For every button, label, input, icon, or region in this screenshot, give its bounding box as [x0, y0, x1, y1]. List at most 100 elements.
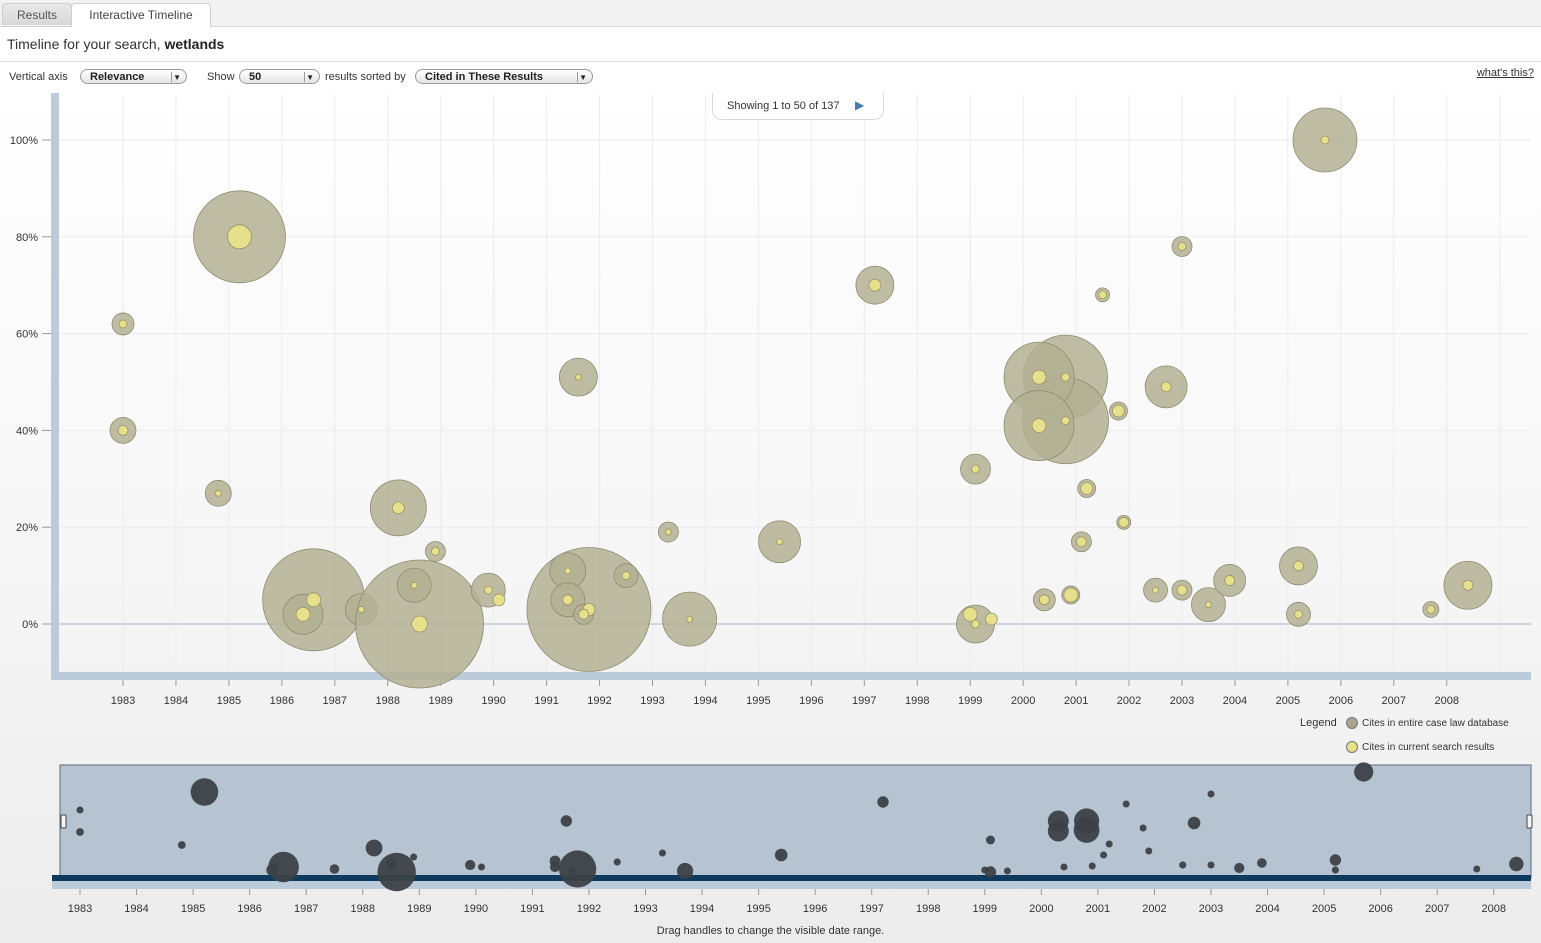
x-tick-label: 1992 — [587, 695, 611, 707]
overview-tick-label: 2000 — [1029, 903, 1053, 915]
case-bubble-inner[interactable] — [1320, 135, 1330, 145]
case-bubble-inner[interactable] — [564, 567, 572, 575]
y-axis-bar — [51, 93, 59, 676]
case-bubble-inner[interactable] — [1205, 601, 1212, 609]
case-bubble-inner[interactable] — [1160, 381, 1172, 393]
case-bubble-inner[interactable] — [664, 528, 672, 536]
overview-tick-label: 2003 — [1199, 903, 1223, 915]
case-bubble-inner[interactable] — [776, 538, 783, 546]
chevron-down-icon: ▼ — [579, 73, 587, 82]
case-bubble-inner[interactable] — [621, 571, 631, 580]
case-bubble-inner[interactable] — [1112, 404, 1125, 418]
y-tick-label: 20% — [16, 522, 38, 534]
tab-bar: Results Interactive Timeline — [0, 0, 1541, 27]
sort-select[interactable]: Cited in These Results ▼ — [415, 69, 593, 84]
case-bubble-inner[interactable] — [1038, 594, 1050, 606]
case-bubble-inner[interactable] — [1031, 418, 1047, 433]
overview-tick-label: 1983 — [68, 903, 92, 915]
case-bubble-inner[interactable] — [431, 547, 440, 556]
case-bubble-inner[interactable] — [1224, 575, 1236, 586]
overview-bubble — [465, 859, 476, 871]
x-tick-label: 1995 — [746, 695, 770, 707]
case-bubble-inner[interactable] — [1294, 609, 1303, 619]
case-bubble-inner[interactable] — [227, 224, 252, 250]
case-bubble-inner[interactable] — [118, 319, 128, 329]
case-bubble-inner[interactable] — [962, 606, 978, 622]
y-tick-label: 80% — [16, 232, 38, 244]
case-bubble-inner[interactable] — [578, 608, 590, 620]
overview-bubble — [877, 796, 889, 808]
title-prefix: Timeline for your search, — [7, 36, 165, 52]
case-bubble-inner[interactable] — [971, 464, 980, 474]
case-bubble-inner[interactable] — [410, 581, 418, 589]
case-bubble-inner[interactable] — [117, 424, 129, 436]
overview-bubble — [410, 853, 418, 861]
overview-bubble — [774, 848, 788, 862]
case-bubble-inner[interactable] — [483, 585, 493, 595]
case-bubble-inner[interactable] — [1177, 242, 1187, 251]
legend-title: Legend — [1300, 717, 1337, 729]
case-bubble-inner[interactable] — [1061, 416, 1070, 426]
case-bubble-inner[interactable] — [1063, 587, 1079, 603]
case-bubble-inner[interactable] — [1462, 579, 1474, 591]
x-tick-label: 1997 — [852, 695, 876, 707]
case-bubble-inner[interactable] — [1098, 290, 1107, 300]
case-bubble-inner[interactable] — [357, 606, 365, 613]
chevron-down-icon: ▼ — [173, 73, 181, 82]
legend-item-search-results: Cites in current search results — [1362, 742, 1495, 753]
case-bubble-inner[interactable] — [1061, 372, 1070, 382]
show-count-select[interactable]: 50 ▼ — [239, 69, 320, 84]
overview-bubble — [981, 866, 989, 874]
case-bubble-inner[interactable] — [411, 615, 428, 633]
x-tick-label: 2001 — [1064, 695, 1088, 707]
overview-bubble — [1257, 858, 1267, 868]
overview-bubble — [76, 828, 84, 836]
overview-tick-label: 1986 — [237, 903, 261, 915]
overview-window — [59, 764, 1532, 879]
case-bubble-inner[interactable] — [306, 592, 322, 608]
overview-bubble — [568, 866, 576, 874]
case-bubble-inner[interactable] — [686, 615, 693, 623]
case-bubble-inner[interactable] — [1426, 605, 1436, 614]
whats-this-link[interactable]: what's this? — [1476, 67, 1534, 79]
range-handle-right[interactable] — [1526, 814, 1533, 829]
case-bubble-inner[interactable] — [1293, 560, 1304, 572]
overview-tick-label: 1988 — [351, 903, 375, 915]
tab-interactive-timeline[interactable]: Interactive Timeline — [71, 3, 211, 27]
overview-bubble — [1187, 816, 1201, 830]
x-tick-label: 2005 — [1276, 695, 1300, 707]
overview-bubble — [1207, 861, 1215, 869]
x-tick-label: 1999 — [958, 695, 982, 707]
overview-bubble — [1329, 854, 1342, 866]
case-bubble-inner[interactable] — [1080, 482, 1094, 495]
range-handle-left[interactable] — [60, 814, 67, 829]
show-label: Show — [207, 71, 235, 83]
case-bubble-inner[interactable] — [391, 501, 405, 515]
overview-bubble — [1100, 851, 1108, 859]
next-page-icon[interactable]: ▶ — [855, 98, 865, 112]
case-bubble-inner[interactable] — [984, 612, 998, 626]
overview-baseline — [52, 875, 1531, 881]
vertical-axis-select[interactable]: Relevance ▼ — [80, 69, 187, 84]
case-bubble-inner[interactable] — [868, 278, 882, 292]
overview-tick-label: 1992 — [577, 903, 601, 915]
case-bubble-inner[interactable] — [1075, 536, 1087, 548]
overview-bubble — [1003, 867, 1011, 875]
case-bubble-inner[interactable] — [1118, 516, 1130, 528]
case-bubble-inner[interactable] — [214, 489, 222, 497]
overview-bubble — [1354, 762, 1374, 782]
case-bubble-inner[interactable] — [492, 593, 506, 607]
overview-tick-label: 2008 — [1482, 903, 1506, 915]
case-bubble-inner[interactable] — [971, 619, 980, 629]
case-bubble-inner[interactable] — [1031, 369, 1047, 385]
vertical-axis-label: Vertical axis — [9, 71, 68, 83]
case-bubble-inner[interactable] — [295, 606, 311, 622]
x-axis-bar — [51, 672, 1531, 680]
case-bubble-inner[interactable] — [1176, 584, 1188, 596]
case-bubble-inner[interactable] — [1152, 586, 1159, 594]
case-bubble-inner[interactable] — [562, 594, 574, 606]
case-bubble-inner[interactable] — [574, 373, 582, 381]
x-tick-label: 2006 — [1329, 695, 1353, 707]
x-tick-label: 1988 — [376, 695, 400, 707]
overview-bubble — [385, 858, 397, 870]
